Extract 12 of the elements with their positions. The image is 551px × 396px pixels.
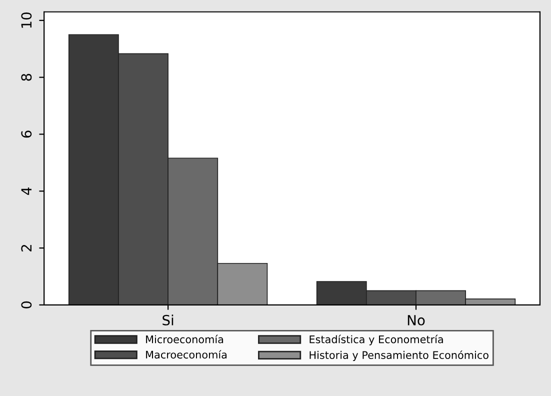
y-tick-label: 8 xyxy=(21,74,32,81)
y-tick-label: 10 xyxy=(21,12,32,28)
y-tick-label: 0 xyxy=(21,301,32,308)
x-tick-label: Si xyxy=(162,314,174,326)
y-tick-label: 4 xyxy=(21,187,32,195)
legend-label: Estadística y Econometría xyxy=(310,334,443,346)
x-tick-label: No xyxy=(408,315,425,326)
legend-label: Macroeconomía xyxy=(146,350,227,359)
y-tick-label: 6 xyxy=(21,130,32,138)
legend-label: Historia y Pensamiento Económico xyxy=(310,350,488,362)
legend-label: Microeconomía xyxy=(146,334,224,344)
y-tick-label: 2 xyxy=(21,244,32,252)
